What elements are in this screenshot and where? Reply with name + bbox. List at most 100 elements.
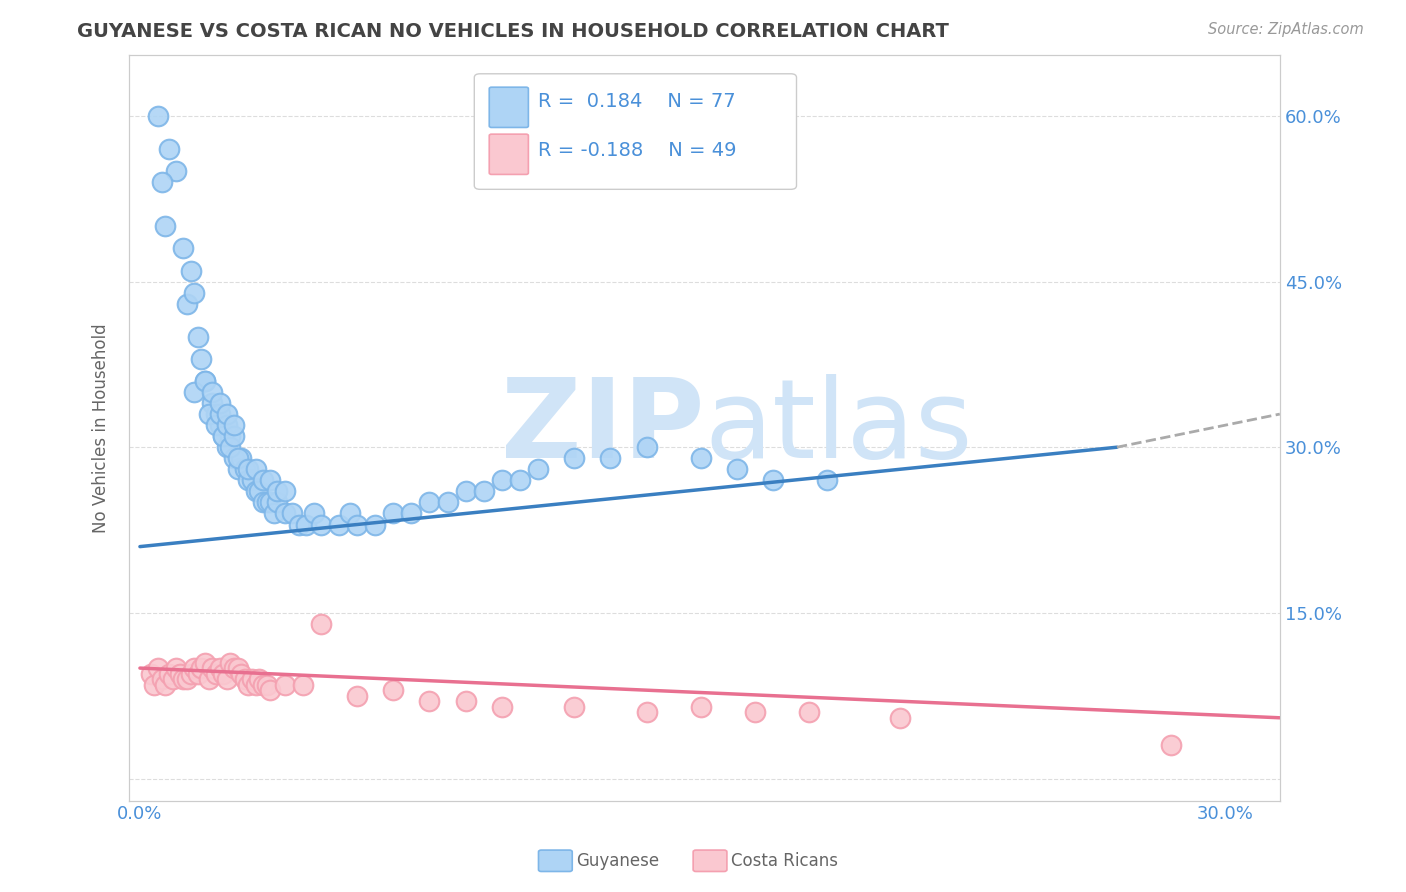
Point	[180, 263, 202, 277]
Point	[364, 517, 387, 532]
Point	[194, 374, 217, 388]
Point	[150, 175, 173, 189]
Point	[155, 678, 177, 692]
Point	[197, 407, 219, 421]
Point	[562, 451, 585, 466]
Point	[212, 429, 235, 443]
Point	[472, 484, 495, 499]
Point	[346, 689, 368, 703]
Point	[215, 672, 238, 686]
Point	[744, 706, 766, 720]
Point	[208, 407, 231, 421]
Point	[263, 507, 285, 521]
Point	[183, 661, 205, 675]
Point	[183, 384, 205, 399]
Point	[238, 473, 260, 487]
Point	[157, 142, 180, 156]
Point	[295, 517, 318, 532]
Point	[155, 219, 177, 234]
Point	[799, 706, 821, 720]
Point	[491, 699, 513, 714]
Point	[205, 418, 228, 433]
Point	[219, 429, 242, 443]
Point	[233, 462, 256, 476]
Point	[201, 661, 224, 675]
Point	[302, 507, 325, 521]
Point	[252, 495, 274, 509]
Point	[245, 462, 267, 476]
Point	[205, 407, 228, 421]
Point	[245, 484, 267, 499]
Point	[240, 473, 263, 487]
Point	[418, 694, 440, 708]
Point	[165, 164, 187, 178]
Point	[222, 429, 245, 443]
Point	[187, 666, 209, 681]
Point	[291, 678, 314, 692]
Point	[725, 462, 748, 476]
Point	[562, 699, 585, 714]
Point	[231, 666, 253, 681]
Point	[762, 473, 785, 487]
Point	[252, 678, 274, 692]
Text: GUYANESE VS COSTA RICAN NO VEHICLES IN HOUSEHOLD CORRELATION CHART: GUYANESE VS COSTA RICAN NO VEHICLES IN H…	[77, 22, 949, 41]
Point	[165, 661, 187, 675]
FancyBboxPatch shape	[489, 134, 529, 175]
Point	[281, 507, 304, 521]
Point	[139, 666, 162, 681]
Point	[222, 418, 245, 433]
Point	[222, 451, 245, 466]
Point	[233, 672, 256, 686]
Point	[382, 507, 405, 521]
Point	[187, 330, 209, 344]
Point	[599, 451, 621, 466]
Point	[219, 656, 242, 670]
Point	[527, 462, 550, 476]
Point	[215, 418, 238, 433]
Point	[259, 495, 281, 509]
Point	[197, 672, 219, 686]
Point	[252, 473, 274, 487]
Point	[259, 473, 281, 487]
Point	[247, 672, 270, 686]
Point	[194, 656, 217, 670]
Point	[212, 429, 235, 443]
FancyBboxPatch shape	[474, 74, 797, 189]
Text: R = -0.188    N = 49: R = -0.188 N = 49	[537, 141, 737, 160]
Point	[190, 661, 212, 675]
Point	[205, 666, 228, 681]
Point	[266, 484, 288, 499]
Point	[273, 678, 295, 692]
Point	[436, 495, 458, 509]
Point	[454, 484, 477, 499]
Text: R =  0.184    N = 77: R = 0.184 N = 77	[537, 93, 735, 112]
Point	[273, 507, 295, 521]
Point	[509, 473, 531, 487]
Point	[309, 616, 332, 631]
Point	[247, 484, 270, 499]
Point	[208, 396, 231, 410]
Point	[238, 462, 260, 476]
Point	[889, 711, 911, 725]
Point	[231, 451, 253, 466]
Point	[454, 694, 477, 708]
Point	[256, 495, 278, 509]
Point	[150, 672, 173, 686]
Point	[215, 440, 238, 454]
Point	[689, 451, 711, 466]
Point	[259, 683, 281, 698]
Point	[636, 706, 658, 720]
Point	[273, 484, 295, 499]
FancyBboxPatch shape	[489, 87, 529, 128]
Text: Costa Ricans: Costa Ricans	[731, 852, 838, 870]
Text: atlas: atlas	[704, 375, 973, 482]
Text: ZIP: ZIP	[501, 375, 704, 482]
Point	[222, 661, 245, 675]
Point	[208, 418, 231, 433]
Point	[401, 507, 423, 521]
Point	[201, 384, 224, 399]
Point	[266, 495, 288, 509]
Point	[208, 661, 231, 675]
Point	[491, 473, 513, 487]
Point	[176, 672, 198, 686]
